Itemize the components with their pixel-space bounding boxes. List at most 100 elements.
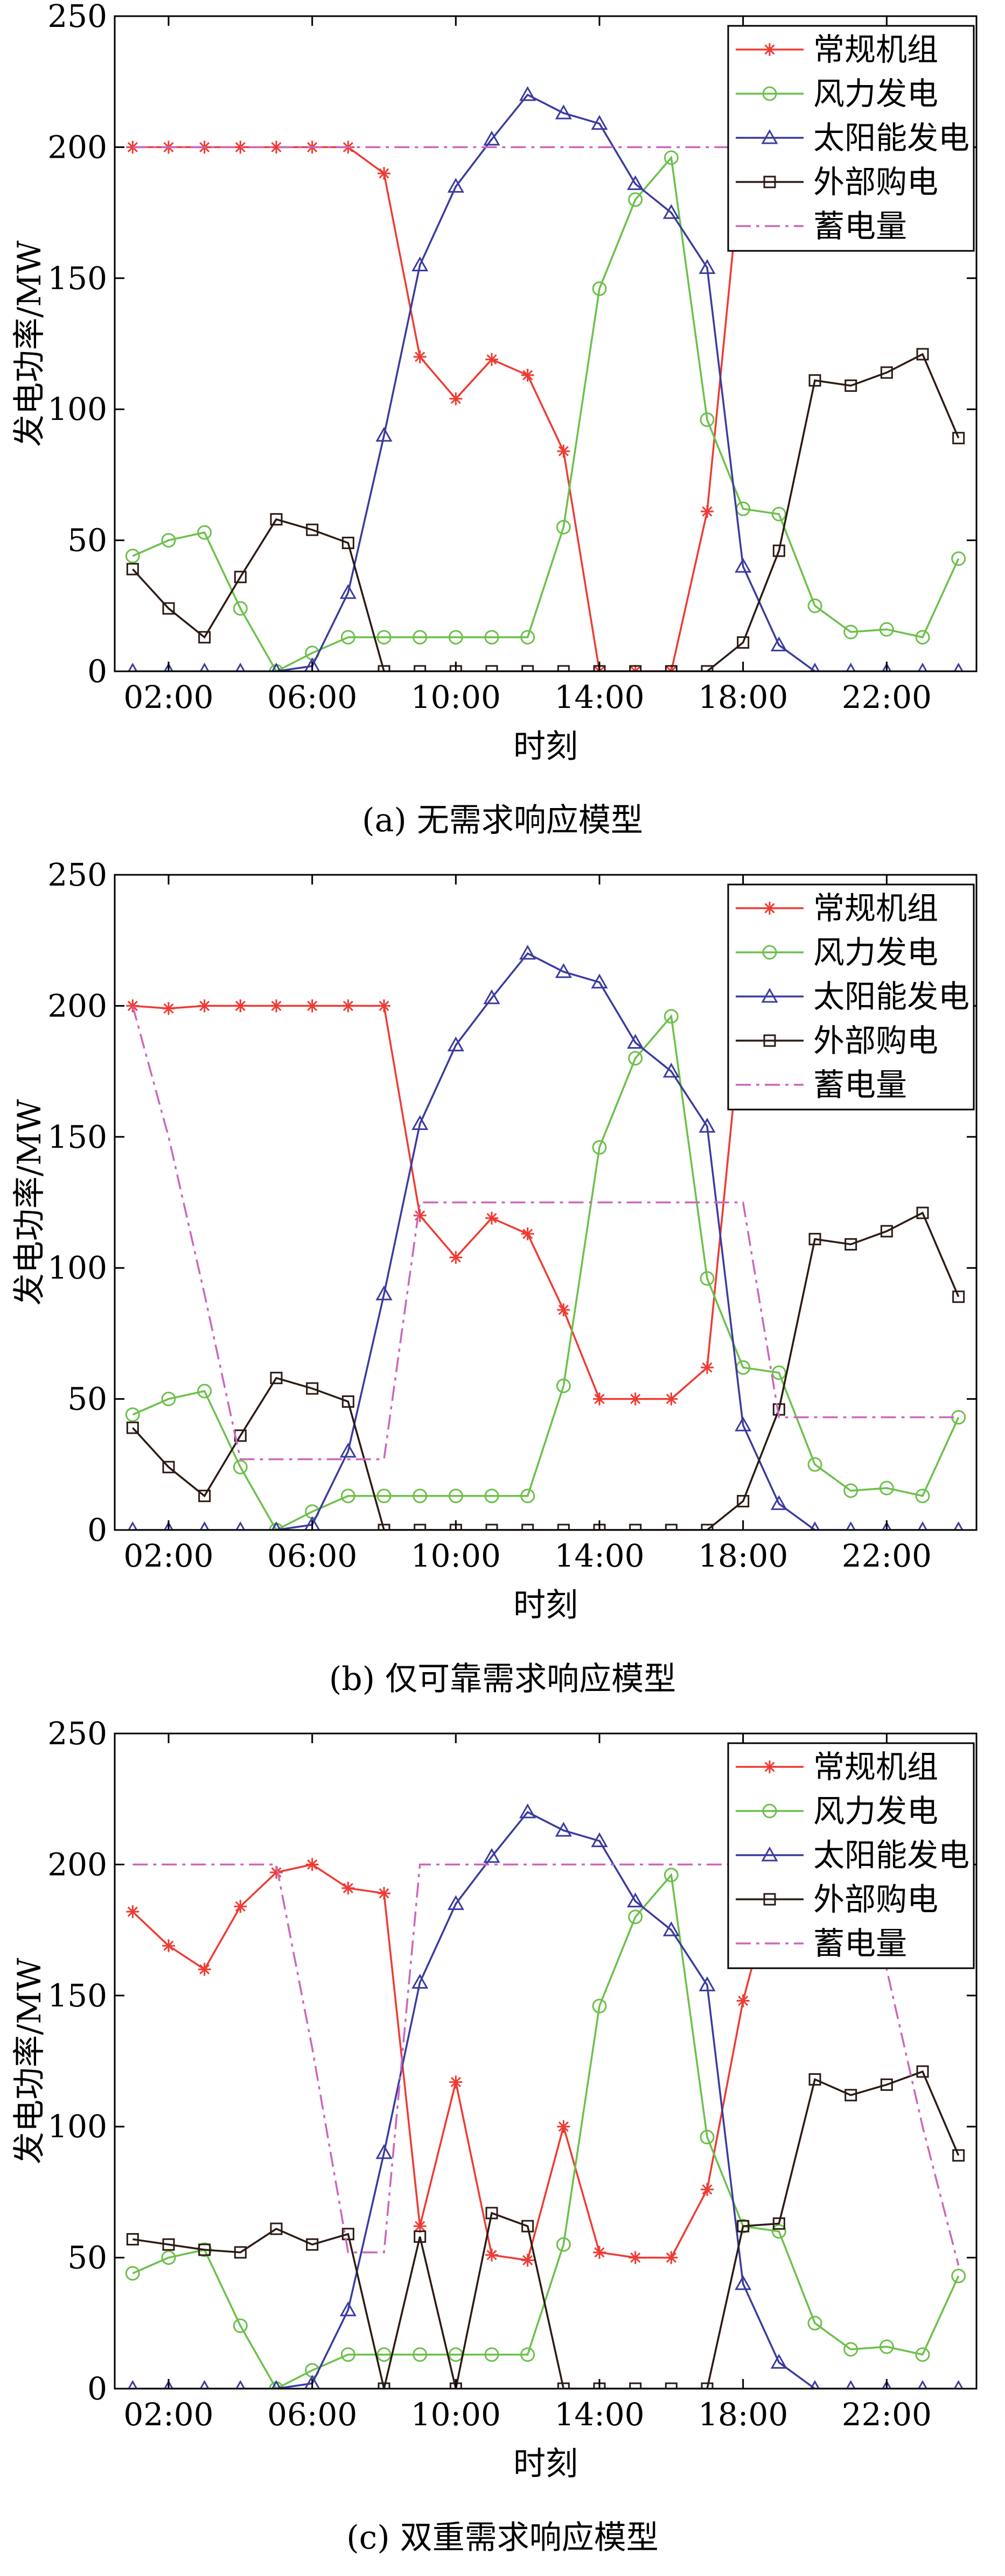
data-point-wind	[376, 2347, 392, 2362]
series-line-storage	[132, 1863, 960, 2266]
data-point-purchase	[557, 2382, 570, 2389]
data-point-solar	[339, 584, 357, 599]
data-point-purchase	[414, 1524, 427, 1530]
data-point-solar	[735, 2275, 752, 2290]
data-point-conventional	[449, 392, 463, 405]
data-point-purchase	[629, 665, 642, 671]
data-point-solar	[555, 104, 572, 120]
y-tick-label: 200	[47, 129, 107, 165]
data-point-wind	[376, 1489, 392, 1504]
data-point-wind	[161, 1392, 176, 1407]
data-point-purchase	[270, 1372, 283, 1385]
data-point-wind	[592, 1140, 607, 1155]
data-point-wind	[556, 1378, 571, 1393]
data-point-solar	[411, 256, 429, 271]
data-point-purchase	[808, 374, 821, 387]
data-point-wind	[448, 1489, 463, 1504]
series-line-solar	[132, 952, 959, 1530]
data-point-solar	[735, 558, 752, 573]
data-point-conventional	[305, 999, 319, 1013]
chart-b: 0 50 100 150 200 250 02:00 06:00 10:00 14:00 18:00…	[11, 859, 978, 1624]
data-point-wind	[484, 630, 499, 645]
data-point-solar	[699, 259, 716, 274]
chart-panel-a: 0 50 100 150 200 250 02:00 06:00 10:00 14:00 18:00…	[0, 0, 1005, 859]
x-tick-label: 18:00	[698, 2396, 788, 2433]
data-point-purchase	[952, 2149, 965, 2162]
data-point-purchase	[845, 1238, 857, 1251]
legend-marker-wind	[762, 945, 777, 960]
data-point-conventional	[198, 999, 211, 1013]
x-tick-label: 06:00	[267, 679, 357, 715]
chart-caption: (a) 无需求响应模型	[362, 802, 643, 839]
data-point-conventional	[449, 2075, 463, 2089]
y-tick-label: 0	[87, 2370, 107, 2407]
data-point-conventional	[162, 1939, 175, 1953]
data-point-conventional	[378, 999, 390, 1013]
data-point-purchase	[414, 2230, 427, 2243]
data-point-purchase	[521, 2220, 534, 2233]
y-tick-label: 50	[67, 2240, 107, 2276]
data-point-conventional	[126, 1905, 139, 1919]
data-point-purchase	[341, 1395, 354, 1408]
data-point-purchase	[306, 1382, 319, 1395]
legend-marker-purchase	[763, 1893, 776, 1906]
series-line-purchase	[132, 1211, 960, 1530]
y-tick-label: 200	[47, 1846, 107, 1883]
data-point-solar	[662, 204, 680, 219]
legend-label-conventional: 常规机组	[813, 890, 938, 926]
data-point-purchase	[629, 2382, 642, 2389]
data-point-purchase	[629, 1524, 642, 1530]
data-point-conventional	[270, 999, 283, 1013]
chart-panel-c: 0 50 100 150 200 250 02:00 06:00 10:00 14:00 18:00…	[0, 1717, 1005, 2576]
series-line-solar	[132, 93, 959, 671]
data-point-conventional	[485, 2248, 498, 2262]
x-tick-label: 06:00	[267, 1538, 357, 1574]
data-point-wind	[807, 1457, 822, 1472]
axes-frame	[114, 15, 978, 672]
y-axis-label: 发电功率/MW	[11, 1958, 48, 2165]
data-point-conventional	[521, 2254, 534, 2267]
x-tick-label: 22:00	[842, 2396, 932, 2433]
data-point-wind	[484, 1489, 499, 1504]
legend-label-solar: 太阳能发电	[813, 1837, 969, 1873]
series-line-purchase	[132, 2070, 960, 2389]
data-point-conventional	[485, 1211, 498, 1225]
data-point-purchase	[952, 432, 965, 445]
data-point-wind	[520, 2347, 535, 2362]
data-point-purchase	[808, 2073, 821, 2086]
data-point-purchase	[414, 665, 427, 671]
data-point-wind	[915, 630, 930, 645]
data-point-conventional	[665, 665, 678, 671]
y-tick-label: 100	[47, 391, 107, 427]
legend-marker-solar	[761, 1846, 778, 1862]
data-point-wind	[879, 2339, 894, 2354]
y-tick-label: 0	[87, 653, 107, 690]
data-point-conventional	[305, 1858, 319, 1871]
data-point-purchase	[485, 1524, 498, 1530]
data-point-purchase	[665, 2382, 678, 2389]
data-point-wind	[664, 1868, 679, 1883]
data-point-purchase	[521, 665, 534, 671]
data-point-conventional	[198, 1963, 211, 1976]
data-point-purchase	[557, 1524, 570, 1530]
data-point-wind	[413, 1489, 428, 1504]
data-point-solar	[411, 1115, 429, 1130]
data-point-wind	[771, 2224, 786, 2239]
data-point-wind	[592, 1998, 607, 2013]
x-tick-label: 02:00	[123, 1538, 213, 1574]
legend-label-wind: 风力发电	[813, 934, 938, 971]
y-axis-label: 发电功率/MW	[11, 1099, 48, 1306]
data-point-wind	[125, 2266, 140, 2281]
data-point-solar	[447, 1895, 464, 1910]
y-axis-label: 发电功率/MW	[11, 241, 48, 447]
chart-caption: (b) 仅可靠需求响应模型	[329, 1660, 676, 1698]
x-axis-label: 时刻	[513, 728, 578, 766]
data-point-wind	[340, 1489, 355, 1504]
data-point-solar	[339, 1442, 357, 1458]
x-tick-label: 02:00	[123, 2396, 213, 2433]
data-point-solar	[375, 426, 393, 442]
series-line-storage	[131, 1005, 959, 1461]
y-tick-label: 150	[47, 1119, 107, 1155]
data-point-purchase	[126, 1421, 139, 1434]
